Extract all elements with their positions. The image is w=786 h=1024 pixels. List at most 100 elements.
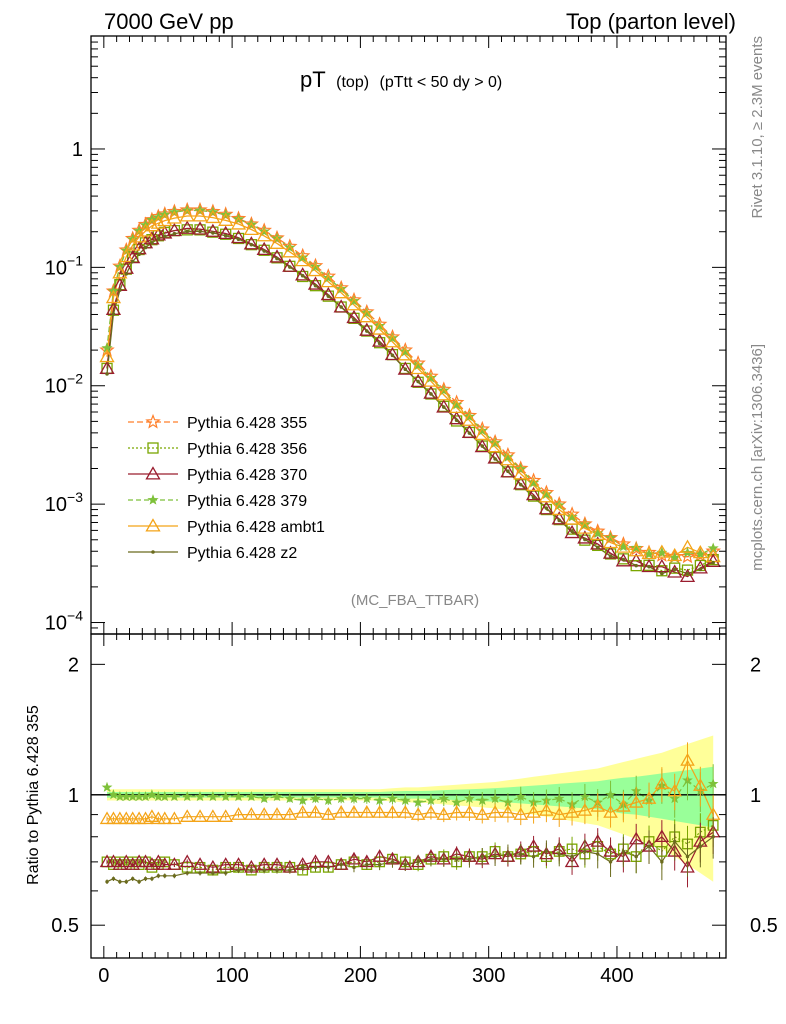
main-point-3-24	[348, 295, 360, 306]
ratio-point-5-43	[596, 852, 600, 856]
ratio-point-3-22	[322, 794, 334, 805]
main-point-5-40	[557, 518, 562, 523]
main-point-5-23	[339, 305, 343, 309]
ratio-ytick-label-right: 0.5	[750, 915, 778, 937]
ratio-point-4-37	[513, 807, 529, 820]
main-point-2-29	[410, 373, 426, 388]
ratio-point-4-40	[551, 807, 567, 820]
main-point-5-11	[185, 229, 190, 234]
ratio-point-4-47	[641, 791, 657, 804]
main-point-4-12	[192, 208, 208, 222]
ratio-point-5-42	[583, 849, 587, 854]
ratio-point-3-21	[310, 792, 321, 804]
ratio-point-5-48	[660, 860, 664, 864]
main-point-3-40	[553, 499, 565, 510]
ratio-ytick-label: 0.5	[51, 915, 79, 937]
main-point-4-37	[513, 466, 529, 480]
main-point-3-26	[374, 320, 386, 331]
ratio-point-5-4	[130, 877, 135, 881]
main-point-1-39	[540, 503, 553, 516]
ratio-point-5-52	[711, 835, 715, 839]
legend-marker-5	[151, 550, 155, 554]
main-point-2-24	[346, 309, 362, 324]
ratio-point-4-15	[231, 807, 246, 820]
main-point-5-30	[429, 392, 433, 396]
legend-label-4: Pythia 6.428 ambt1	[187, 519, 325, 536]
ratio-xtick-label: 300	[472, 965, 505, 987]
main-point-5-14	[223, 233, 228, 238]
main-point-5-24	[352, 318, 356, 322]
main-point-2-23	[333, 299, 349, 313]
main-point-2-35	[487, 450, 503, 464]
ratio-point-4-34	[474, 807, 490, 820]
ratio-point-4-16	[244, 807, 259, 820]
mcplots-label: mcplots.cern.ch [arXiv:1306.3436]	[749, 344, 766, 571]
legend-label-2: Pythia 6.428 370	[187, 467, 307, 484]
main-point-5-44	[608, 554, 613, 558]
ratio-point-5-20	[300, 865, 305, 870]
ratio-point-5-9	[163, 874, 167, 878]
main-point-4-31	[436, 387, 452, 401]
ratio-point-4-6	[138, 811, 153, 825]
main-point-3-31	[438, 384, 450, 396]
main-point-5-27	[390, 353, 395, 358]
main-point-1-15	[232, 232, 245, 245]
main-point-4-29	[410, 360, 426, 375]
ratio-point-5-0	[105, 879, 109, 884]
ratio-point-4-45	[616, 798, 631, 812]
main-point-4-49	[667, 547, 683, 562]
legend-marker-1	[147, 442, 159, 454]
main-point-2-34	[474, 438, 490, 453]
ratio-point-4-10	[167, 811, 182, 825]
ratio-point-4-13	[205, 809, 221, 822]
ratio-point-3-9	[159, 791, 171, 802]
ratio-point-2-23	[333, 857, 349, 870]
main-point-5-9	[162, 234, 167, 239]
ratio-point-5-28	[403, 862, 408, 867]
ratio-point-5-51	[698, 844, 703, 849]
ratio-point-3-18	[271, 791, 283, 802]
plot-title-sub2: (pTtt < 50 dy > 0)	[380, 74, 503, 91]
ratio-point-4-30	[423, 805, 439, 818]
main-point-2-40	[551, 511, 567, 525]
ratio-point-3-52	[707, 778, 719, 789]
ratio-ytick-label-right: 2	[750, 654, 761, 676]
main-point-5-15	[236, 237, 241, 242]
ratio-ylabel: Ratio to Pythia 6.428 355	[25, 705, 42, 885]
main-point-3-32	[451, 398, 463, 410]
ratio-point-4-17	[256, 807, 272, 820]
ratio-point-3-28	[399, 794, 411, 805]
ratio-point-5-5	[137, 879, 141, 884]
main-point-5-36	[506, 469, 510, 473]
ratio-point-3-27	[387, 792, 398, 804]
ratio-point-4-35	[487, 805, 503, 818]
ratio-point-5-23	[339, 862, 343, 867]
main-point-4-25	[359, 309, 375, 323]
main-point-1-13	[207, 226, 219, 238]
main-ytick-label: 10−2	[45, 371, 83, 398]
ratio-ytick-label-right: 1	[750, 785, 761, 807]
ratio-band-green	[107, 766, 714, 828]
main-line-1	[106, 229, 714, 572]
legend-label-1: Pythia 6.428 356	[187, 441, 307, 458]
ratio-point-5-8	[156, 874, 161, 878]
main-point-2-13	[205, 223, 221, 237]
ratio-point-2-3	[118, 854, 134, 868]
ratio-point-4-24	[346, 805, 362, 818]
main-point-5-50	[685, 571, 690, 576]
main-point-1-49	[669, 562, 681, 574]
main-point-2-32	[448, 411, 465, 425]
main-point-4-47	[641, 545, 657, 560]
ratio-point-2-8	[151, 854, 166, 868]
main-point-4-11	[179, 208, 195, 222]
ratio-point-5-18	[275, 868, 279, 872]
main-point-4-48	[654, 544, 670, 558]
legend: Pythia 6.428 355 Pythia 6.428 356 Pythia 6…	[128, 413, 325, 562]
ratio-point-5-16	[249, 868, 254, 872]
main-point-4-50	[679, 539, 696, 553]
ratio-point-4-28	[397, 805, 413, 818]
main-point-3-34	[476, 424, 488, 436]
ratio-point-2-12	[192, 857, 208, 870]
main-point-5-17	[262, 249, 266, 253]
main-axis: 10−4 10−3 10−2 10−1 1	[45, 35, 727, 635]
